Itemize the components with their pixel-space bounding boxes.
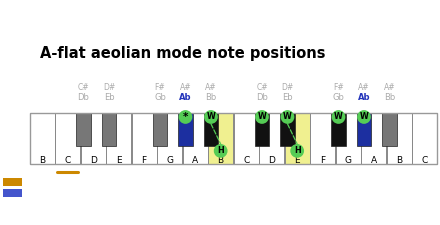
Text: W: W	[334, 112, 343, 122]
Text: B: B	[39, 156, 45, 165]
Bar	[310, 113, 335, 164]
Text: Eb: Eb	[104, 93, 114, 102]
Bar	[76, 113, 91, 146]
Text: Ab: Ab	[179, 93, 192, 102]
Text: Db: Db	[256, 93, 268, 102]
Bar	[382, 113, 397, 146]
Text: *: *	[183, 112, 188, 122]
Text: Ab: Ab	[358, 93, 370, 102]
Text: A: A	[370, 156, 377, 165]
Text: H: H	[294, 146, 301, 155]
Bar	[387, 113, 412, 164]
Text: A#: A#	[180, 83, 191, 92]
Text: H: H	[217, 146, 224, 155]
Bar	[3, 189, 22, 197]
Text: basicmusictheory.com: basicmusictheory.com	[10, 69, 15, 147]
Text: G: G	[345, 156, 352, 165]
Text: E: E	[116, 156, 121, 165]
Text: E: E	[294, 156, 300, 165]
Bar	[412, 113, 437, 164]
Circle shape	[357, 110, 371, 124]
Text: B: B	[218, 156, 224, 165]
Text: D#: D#	[281, 83, 293, 92]
Text: C#: C#	[256, 83, 268, 92]
Bar	[259, 113, 284, 164]
Circle shape	[204, 110, 218, 124]
Text: C#: C#	[77, 83, 89, 92]
Bar	[29, 113, 55, 164]
Bar	[255, 113, 269, 146]
Text: W: W	[283, 112, 292, 122]
Text: F#: F#	[154, 83, 165, 92]
Text: Bb: Bb	[384, 93, 395, 102]
Bar	[3, 178, 22, 186]
Text: Db: Db	[77, 93, 89, 102]
Text: Bb: Bb	[205, 93, 216, 102]
Text: B: B	[396, 156, 402, 165]
Text: Gb: Gb	[154, 93, 166, 102]
Text: A-flat aeolian mode note positions: A-flat aeolian mode note positions	[40, 46, 325, 61]
Circle shape	[179, 110, 192, 124]
Text: D: D	[268, 156, 275, 165]
Circle shape	[255, 110, 269, 124]
Circle shape	[332, 110, 345, 124]
Text: C: C	[243, 156, 249, 165]
Text: C: C	[422, 156, 428, 165]
Bar	[336, 113, 361, 164]
Bar	[280, 113, 295, 146]
Bar	[106, 113, 131, 164]
Bar	[208, 113, 233, 164]
Bar	[157, 113, 182, 164]
Bar	[361, 113, 386, 164]
Bar	[356, 113, 371, 146]
Text: F: F	[142, 156, 147, 165]
Bar	[81, 113, 106, 164]
Bar	[153, 113, 167, 146]
Bar	[102, 113, 116, 146]
Circle shape	[290, 144, 304, 158]
Text: G: G	[166, 156, 173, 165]
Text: Eb: Eb	[282, 93, 293, 102]
Bar	[55, 113, 80, 164]
Bar	[178, 113, 193, 146]
Text: W: W	[359, 112, 368, 122]
Bar	[29, 113, 437, 164]
Circle shape	[214, 144, 227, 158]
Text: A#: A#	[205, 83, 217, 92]
Text: F#: F#	[333, 83, 344, 92]
Text: Gb: Gb	[333, 93, 345, 102]
Text: D#: D#	[103, 83, 115, 92]
Bar	[132, 113, 157, 164]
Text: A#: A#	[384, 83, 395, 92]
Text: F: F	[320, 156, 325, 165]
Text: A: A	[192, 156, 198, 165]
Text: W: W	[206, 112, 216, 122]
Text: W: W	[257, 112, 267, 122]
Bar	[183, 113, 208, 164]
Bar	[331, 113, 346, 146]
Circle shape	[281, 110, 294, 124]
Text: C: C	[65, 156, 71, 165]
Text: A#: A#	[358, 83, 370, 92]
Text: D: D	[90, 156, 97, 165]
Bar	[204, 113, 218, 146]
Bar	[234, 113, 259, 164]
Bar	[285, 113, 310, 164]
